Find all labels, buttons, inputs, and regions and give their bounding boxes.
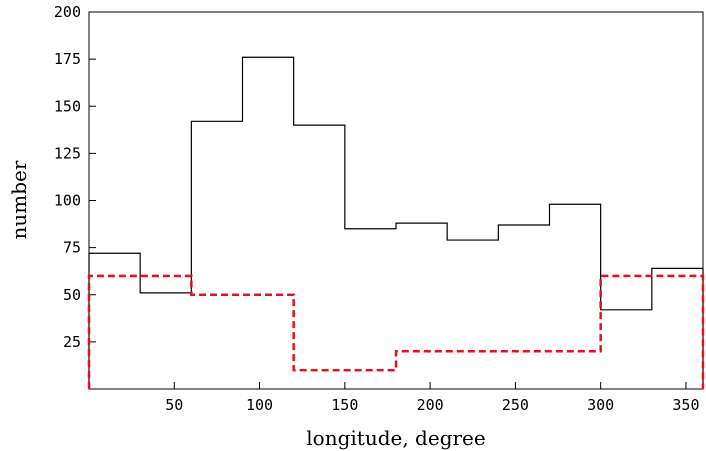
y-tick-label: 150 [54, 97, 81, 115]
y-tick-label: 200 [54, 3, 81, 21]
series-dashed-step-line [87, 274, 705, 389]
x-tick-label: 350 [672, 396, 699, 414]
y-tick-label: 125 [54, 144, 81, 162]
series-solid-step-line [88, 56, 704, 389]
y-tick-label: 25 [63, 333, 81, 351]
x-tick-label: 200 [417, 396, 444, 414]
series-layer [87, 56, 705, 389]
x-axis-label: longitude, degree [306, 426, 485, 450]
y-axis-ticks: 25 50 75 100 125 150 175 200 [54, 3, 96, 351]
x-tick-label: 50 [165, 396, 183, 414]
y-tick-label: 175 [54, 50, 81, 68]
x-axis-ticks: 50 100 150 200 250 300 350 [165, 382, 699, 414]
plot-frame [88, 11, 704, 390]
y-tick-label: 50 [63, 286, 81, 304]
x-tick-label: 100 [246, 396, 273, 414]
y-axis-label: number [7, 160, 31, 239]
x-tick-label: 150 [331, 396, 358, 414]
x-tick-label: 250 [502, 396, 529, 414]
x-tick-label: 300 [587, 396, 614, 414]
y-tick-label: 75 [63, 239, 81, 257]
y-tick-label: 100 [54, 192, 81, 210]
